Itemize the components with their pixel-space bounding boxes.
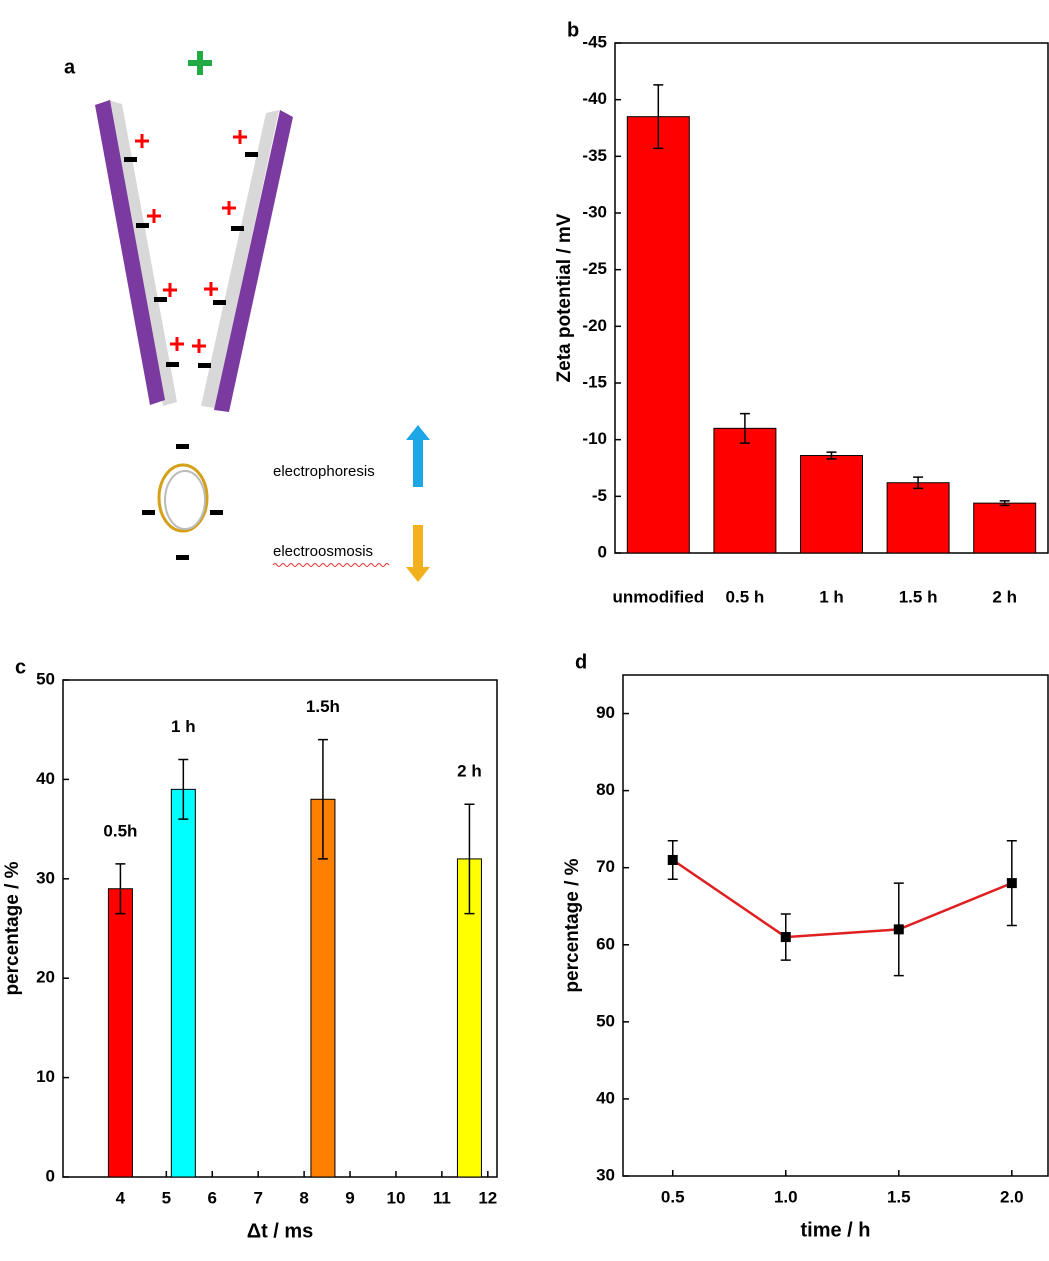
error-bar [999,500,1010,507]
y-tick-label: -35 [582,146,607,165]
y-tick-label: 30 [36,868,55,887]
y-tick-label: 10 [36,1067,55,1086]
x-tick-label: 7 [253,1188,262,1207]
x-axis-label: Δt / ms [247,1220,314,1242]
bar-label: 0.5h [103,821,137,840]
charges [124,152,258,560]
plus-charges [135,130,247,353]
y-tick-label: 50 [596,1011,615,1030]
marker [667,854,678,865]
y-tick-label: -25 [582,259,607,278]
panel-label: a [64,56,76,78]
error-bar [653,84,664,150]
particle [157,463,209,533]
y-tick-label: 60 [596,934,615,953]
spell-underline [272,563,390,567]
y-tick-label: -30 [582,202,607,221]
x-tick-label: 1.5 [887,1187,911,1206]
x-tick-label: 2 h [992,587,1017,606]
y-tick-label: -5 [592,486,607,505]
x-tick-label: 11 [433,1188,451,1207]
y-tick-label: 50 [36,669,55,688]
marker [893,924,904,935]
error-bar [178,758,189,820]
x-tick-label: 10 [387,1188,406,1207]
panel-label: c [15,656,26,678]
y-tick-label: 70 [596,857,615,876]
error-bar [115,863,126,915]
error-bar [464,803,475,915]
y-tick-label: 40 [36,769,55,788]
bar-label: 2 h [457,762,482,781]
bar [107,888,133,1178]
x-tick-label: 1.0 [774,1187,798,1206]
y-tick-label: -10 [582,429,607,448]
bar [973,502,1037,554]
y-tick-label: 80 [596,780,615,799]
x-tick-label: 8 [299,1188,308,1207]
electrophoresis-label: electrophoresis [273,463,375,480]
x-tick-label: 6 [208,1188,217,1207]
x-tick-label: unmodified [612,587,704,606]
plot-frame [62,679,498,1178]
y-tick-label: -40 [582,89,607,108]
marker [780,932,791,943]
wall-inner [108,100,177,406]
x-tick-label: 4 [116,1188,126,1207]
y-tick-label: -20 [582,316,607,335]
x-axis-label: time / h [800,1219,870,1241]
x-tick-label: 2.0 [1000,1187,1024,1206]
green-plus [188,51,212,75]
error-bar [317,738,328,860]
y-tick-label: 40 [596,1088,615,1107]
x-tick-label: 5 [162,1188,171,1207]
y-tick-label: -15 [582,372,607,391]
y-tick-label: 90 [596,703,615,722]
x-tick-label: 12 [478,1188,497,1207]
bar-label: 1.5h [306,697,340,716]
marker [1006,878,1017,889]
diagram: a electrophoresis electroosmosis [64,51,430,582]
panel-label: b [567,19,579,41]
arrow-down [406,525,430,582]
x-tick-label: 9 [345,1188,354,1207]
bar [170,788,196,1178]
bar [310,798,336,1178]
wall [214,110,293,412]
y-tick-label: 0 [46,1166,55,1185]
electroosmosis-label: electroosmosis [273,543,373,560]
bar [626,116,690,554]
y-tick-label: -45 [582,32,607,51]
y-tick-label: 30 [596,1165,615,1184]
plot-frame [622,674,1049,1177]
y-axis-label: percentage / % [562,858,583,992]
bar [713,427,777,554]
y-tick-label: 0 [598,542,607,561]
x-tick-label: 0.5 h [726,587,765,606]
wall-inner [201,110,279,408]
arrow-up [406,425,430,487]
x-tick-label: 1.5 h [899,587,938,606]
error-bar [826,451,837,460]
panel-label: d [575,651,587,673]
error-bar [739,412,750,444]
bar [886,482,950,554]
y-tick-label: 20 [36,968,55,987]
y-axis-label: percentage / % [2,861,23,995]
wall [95,100,165,405]
line [672,858,1013,939]
bar [800,455,863,554]
y-axis-label: Zeta potential / mV [554,213,575,382]
error-bar [913,476,924,490]
particle-shade [164,470,206,530]
x-tick-label: 0.5 [661,1187,685,1206]
bar-label: 1 h [171,717,196,736]
x-tick-label: 1 h [819,587,844,606]
